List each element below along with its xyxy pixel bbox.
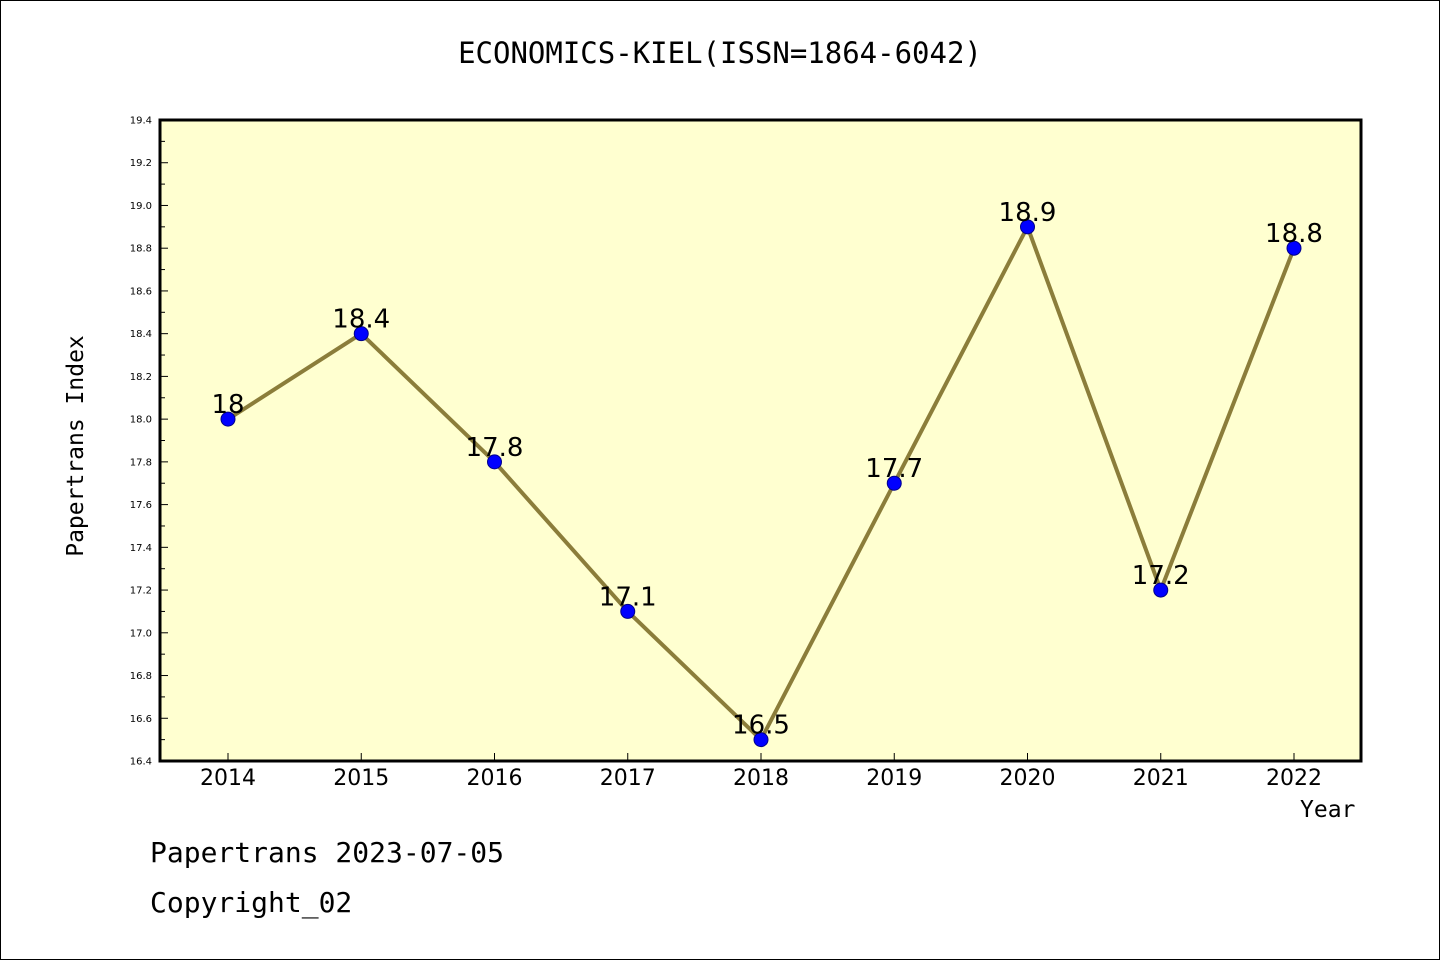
y-tick-label: 17.4 (130, 543, 152, 554)
y-tick-label: 16.8 (130, 671, 152, 682)
x-tick-label: 2016 (467, 766, 523, 791)
chart-title: ECONOMICS-KIEL(ISSN=1864-6042) (458, 36, 982, 70)
x-tick-label: 2018 (733, 766, 789, 791)
x-axis-label: Year (1300, 797, 1356, 823)
x-tick-label: 2019 (866, 766, 922, 791)
x-tick-label: 2021 (1133, 766, 1189, 791)
data-point (886, 475, 902, 491)
footer-copyright: Copyright_02 (150, 886, 353, 919)
y-tick-label: 18.6 (130, 286, 152, 297)
x-tick-label: 2022 (1266, 766, 1322, 791)
y-tick-label: 18.0 (130, 415, 152, 426)
data-label: 18 (211, 390, 244, 420)
data-label: 17.2 (1132, 561, 1190, 591)
data-label: 17.7 (865, 454, 923, 484)
y-tick-label: 17.2 (130, 586, 152, 597)
series-group: 18 18.4 17.8 17.1 16.5 17.7 18.9 17.2 18.8 (211, 198, 1323, 748)
y-tick-label: 16.6 (130, 714, 152, 725)
data-point (1020, 219, 1035, 235)
x-tick-label: 2017 (600, 766, 656, 791)
x-tick-label: 2015 (333, 766, 389, 791)
y-tick-label: 18.8 (130, 244, 152, 255)
data-label: 18.4 (332, 305, 390, 335)
x-axis-ticks: 2014 2015 2016 2017 2018 2019 2020 2021 2022 (200, 753, 1322, 791)
y-tick-label: 19.0 (130, 201, 152, 212)
y-tick-label: 19.2 (130, 158, 152, 169)
plot-border (158, 118, 1363, 763)
x-tick-label: 2014 (200, 766, 256, 791)
data-label: 18.8 (1265, 219, 1323, 249)
y-tick-label: 16.4 (130, 757, 152, 768)
data-point (620, 603, 636, 619)
data-label: 17.8 (466, 433, 524, 463)
data-point (487, 454, 502, 470)
data-label: 18.9 (999, 198, 1057, 228)
y-tick-label: 18.2 (130, 372, 152, 383)
data-point (1286, 240, 1302, 256)
x-tick-label: 2020 (1000, 766, 1056, 791)
data-point (1153, 582, 1169, 598)
plot-area (160, 120, 1361, 761)
data-point (220, 411, 236, 427)
data-label: 16.5 (732, 711, 790, 741)
y-tick-label: 17.0 (130, 628, 152, 639)
data-point (353, 326, 369, 342)
footer-date: Papertrans 2023-07-05 (150, 836, 505, 869)
data-label: 17.1 (599, 582, 657, 612)
y-tick-label: 17.6 (130, 500, 152, 511)
y-tick-label: 18.4 (130, 329, 152, 340)
y-tick-label: 19.4 (130, 116, 152, 127)
y-tick-label: 17.8 (130, 457, 152, 468)
data-point (753, 732, 769, 748)
